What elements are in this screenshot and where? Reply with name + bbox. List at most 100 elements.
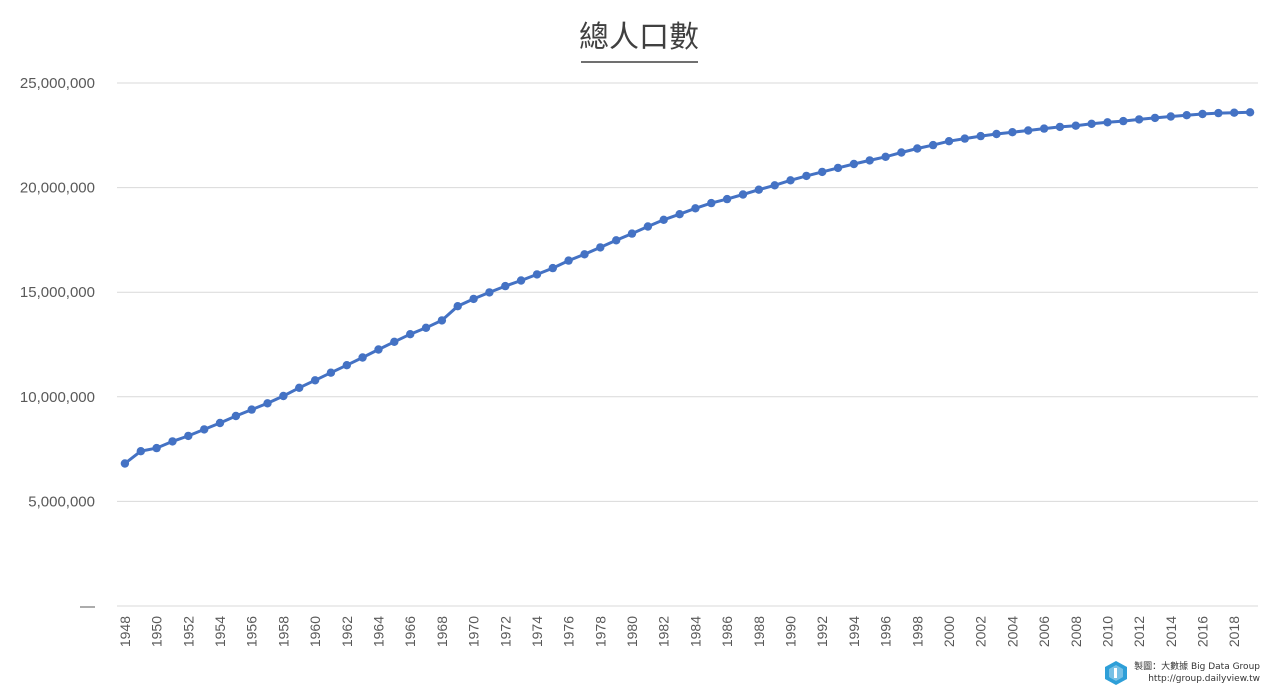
x-tick-label: 1950 xyxy=(149,616,165,647)
x-tick-label: 1966 xyxy=(402,616,418,647)
data-point xyxy=(1214,108,1223,118)
data-point xyxy=(374,345,383,354)
data-point xyxy=(1103,118,1112,127)
data-point xyxy=(643,222,653,231)
data-point xyxy=(1023,126,1033,135)
x-tick-label: 2000 xyxy=(941,616,957,647)
gridlines xyxy=(117,82,1258,607)
data-point xyxy=(802,171,811,181)
x-tick-label: 1956 xyxy=(244,616,260,647)
x-tick-label: 1954 xyxy=(212,616,228,647)
x-tick-label: 1976 xyxy=(561,616,577,647)
data-point xyxy=(247,405,256,414)
data-point xyxy=(1087,119,1096,128)
data-point xyxy=(786,176,795,185)
data-point xyxy=(675,210,684,219)
data-point xyxy=(1166,112,1176,121)
data-point xyxy=(659,215,668,224)
data-point xyxy=(960,134,969,143)
data-point xyxy=(342,361,351,370)
data-point xyxy=(865,156,874,165)
x-tick-label: 2012 xyxy=(1131,616,1147,647)
data-point xyxy=(913,144,922,153)
data-point xyxy=(421,323,431,332)
data-point xyxy=(596,243,605,252)
data-point xyxy=(485,288,494,297)
data-point xyxy=(944,137,954,146)
data-points xyxy=(120,108,1255,468)
data-point xyxy=(1230,108,1239,117)
data-point xyxy=(1055,122,1065,132)
x-tick-label: 2018 xyxy=(1226,616,1242,647)
data-point xyxy=(627,229,637,238)
data-point xyxy=(707,198,716,208)
data-point xyxy=(184,431,193,441)
data-point xyxy=(501,281,510,291)
x-tick-label: 1988 xyxy=(751,616,767,647)
credit-block: 製圖：大數據 Big Data Group http://group.daily… xyxy=(1104,660,1260,686)
x-tick-label: 1982 xyxy=(656,616,672,647)
data-point xyxy=(326,368,336,377)
x-tick-label: 1998 xyxy=(909,616,925,647)
data-point xyxy=(136,447,145,456)
x-tick-label: 1978 xyxy=(592,616,608,647)
data-point xyxy=(168,437,177,446)
data-point xyxy=(691,204,700,213)
data-point xyxy=(992,129,1001,139)
data-point xyxy=(722,194,732,204)
data-point xyxy=(1150,113,1160,123)
x-tick-label: 1994 xyxy=(846,616,862,647)
x-tick-label: 2006 xyxy=(1036,616,1052,647)
data-point xyxy=(215,418,225,428)
data-point xyxy=(580,250,589,259)
data-point xyxy=(1071,121,1081,130)
x-tick-label: 1992 xyxy=(814,616,830,647)
data-point xyxy=(548,263,557,273)
data-point xyxy=(976,131,985,141)
data-point xyxy=(310,376,320,385)
series-line xyxy=(123,110,1251,465)
x-tick-label: 1986 xyxy=(719,616,735,647)
x-tick-label: 1970 xyxy=(466,616,482,647)
credit-line-1: 製圖：大數據 Big Data Group xyxy=(1134,662,1260,672)
y-tick-label: 15,000,000 xyxy=(20,284,95,301)
data-point xyxy=(295,383,304,392)
data-point xyxy=(263,399,272,408)
credit-line-2: http://group.dailyview.tw xyxy=(1148,674,1260,684)
data-point xyxy=(1245,108,1255,117)
data-point xyxy=(1134,115,1144,124)
x-tick-label: 1996 xyxy=(878,616,894,647)
x-axis-tick-labels: 1948 1950 1952 1954 1956 1958 1960 1962 1964 1966… xyxy=(117,616,1242,647)
data-point xyxy=(849,159,859,169)
x-tick-label: 1964 xyxy=(370,616,386,647)
y-axis-tick-labels: — 5,000,000 10,000,000 15,000,000 20,000,000… xyxy=(20,75,95,615)
x-tick-label: 1984 xyxy=(687,616,703,647)
data-point xyxy=(406,330,415,339)
data-point xyxy=(1039,124,1049,133)
y-tick-label: 5,000,000 xyxy=(28,493,95,510)
x-tick-label: 1948 xyxy=(117,616,133,647)
y-tick-label: 10,000,000 xyxy=(20,389,95,406)
data-point xyxy=(770,181,779,190)
y-tick-label: 20,000,000 xyxy=(20,180,95,197)
x-tick-label: 1952 xyxy=(180,616,196,647)
credit-text: 製圖：大數據 Big Data Group http://group.daily… xyxy=(1134,661,1260,685)
data-point xyxy=(738,190,748,199)
x-tick-label: 1960 xyxy=(307,616,323,647)
data-point xyxy=(437,316,447,325)
data-point xyxy=(881,152,890,161)
data-point xyxy=(279,391,288,401)
x-tick-label: 1980 xyxy=(624,616,640,647)
data-point xyxy=(120,459,130,468)
data-point xyxy=(928,140,938,150)
data-point xyxy=(833,163,843,173)
x-tick-label: 1962 xyxy=(339,616,355,647)
data-point xyxy=(818,167,827,177)
data-point xyxy=(612,236,621,245)
data-point xyxy=(564,256,573,265)
x-tick-label: 2016 xyxy=(1195,616,1211,647)
y-tick-label: 25,000,000 xyxy=(20,75,95,92)
x-tick-label: 2002 xyxy=(973,616,989,647)
big-data-group-logo-icon xyxy=(1105,661,1128,685)
